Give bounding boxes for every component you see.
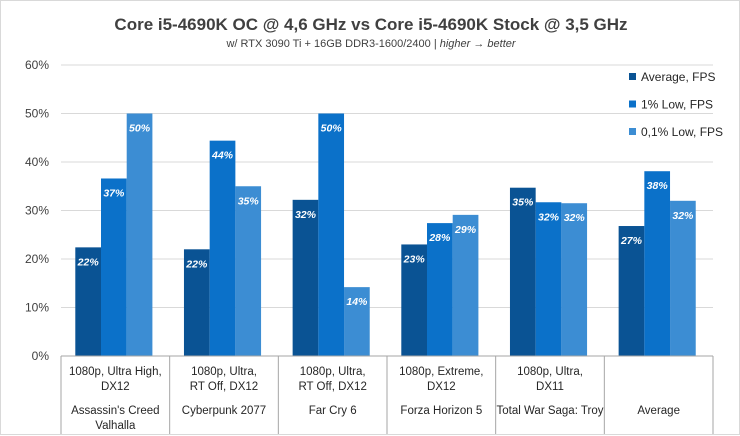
bar — [235, 186, 262, 356]
data-label: 37% — [103, 187, 125, 199]
y-tick-label: 60% — [25, 58, 49, 72]
category-game-label: Average — [637, 405, 680, 417]
category-setting-label: 1080p, Extreme, — [399, 366, 483, 378]
data-label: 22% — [185, 258, 208, 270]
data-label: 32% — [564, 212, 586, 224]
category-setting-label: 1080p, Ultra, — [300, 366, 366, 378]
bar — [401, 244, 427, 356]
bar — [644, 171, 671, 356]
chart-subtitle: w/ RTX 3090 Ti + 16GB DDR3-1600/2400 | h… — [225, 38, 516, 50]
bar — [344, 287, 370, 356]
category-setting-label: DX12 — [101, 381, 130, 393]
category-setting-label: 1080p, Ultra High, — [69, 366, 162, 378]
category-labels: 1080p, Ultra High, DX12 Assassin's Creed Va… — [69, 366, 680, 432]
data-label: 32% — [672, 210, 694, 222]
bar — [535, 202, 562, 356]
data-label: 50% — [321, 123, 343, 135]
legend-label: 0,1% Low, FPS — [641, 125, 723, 139]
data-label: 22% — [77, 256, 100, 268]
data-label: 35% — [512, 197, 534, 209]
category-setting-label: RT Off, DX12 — [298, 381, 366, 393]
bar — [509, 187, 536, 356]
data-label: 50% — [129, 123, 151, 135]
category-game-label: Valhalla — [95, 420, 136, 432]
bar — [209, 140, 236, 356]
bars — [75, 113, 696, 356]
data-label: 14% — [346, 296, 368, 308]
legend-swatch — [629, 100, 636, 108]
y-tick-label: 10% — [25, 301, 49, 315]
category-setting-label: 1080p, Ultra, — [191, 366, 257, 378]
bar — [101, 178, 127, 356]
data-label: 32% — [295, 209, 317, 221]
legend: Average, FPS 1% Low, FPS 0,1% Low, FPS — [629, 70, 723, 139]
data-label: 38% — [647, 180, 669, 192]
chart-subtitle-italic: higher → better — [440, 38, 517, 50]
chart-subtitle-main: w/ RTX 3090 Ti + 16GB DDR3-1600/2400 | — [225, 38, 439, 50]
legend-swatch — [629, 73, 636, 80]
category-setting-label: RT Off, DX12 — [190, 381, 258, 393]
category-game-label: Assassin's Creed — [71, 405, 159, 417]
category-setting-label: DX12 — [427, 381, 456, 393]
category-game-label: Forza Horizon 5 — [400, 405, 482, 417]
data-label: 29% — [454, 224, 477, 236]
chart-title: Core i5-4690K OC @ 4,6 GHz vs Core i5-46… — [114, 15, 627, 34]
bar — [126, 113, 153, 356]
data-label: 35% — [238, 195, 260, 207]
bar — [292, 199, 319, 356]
y-tick-label: 40% — [25, 155, 49, 169]
data-label: 27% — [620, 235, 643, 247]
bar — [183, 249, 210, 356]
bar — [452, 214, 479, 356]
gridlines — [61, 64, 713, 308]
y-axis-ticks: 0% 10% 20% 30% 40% 50% 60% — [25, 58, 49, 363]
data-label: 44% — [211, 150, 234, 162]
bar — [670, 200, 696, 356]
x-axis — [60, 355, 714, 434]
bar — [75, 247, 101, 356]
bar — [318, 113, 345, 356]
legend-label: Average, FPS — [641, 70, 715, 84]
category-setting-label: DX11 — [536, 381, 564, 393]
category-game-label: Total War Saga: Troy — [497, 405, 604, 417]
y-tick-label: 50% — [25, 107, 49, 121]
legend-swatch — [629, 128, 636, 135]
bar — [618, 226, 645, 356]
y-tick-label: 30% — [25, 204, 49, 218]
data-label: 23% — [403, 253, 426, 265]
data-label: 32% — [538, 211, 560, 223]
bar — [561, 203, 588, 356]
bar — [427, 223, 453, 356]
y-tick-label: 0% — [32, 349, 50, 363]
data-labels: 22% 37% 50% 22% 44% 35% 32% 50% 14% 23%28%29% 35% 3… — [77, 123, 694, 309]
category-game-label: Cyberpunk 2077 — [182, 405, 266, 417]
y-tick-label: 20% — [25, 252, 49, 266]
category-game-label: Far Cry 6 — [309, 405, 357, 417]
category-setting-label: 1080p, Ultra, — [517, 366, 583, 378]
data-label: 28% — [428, 232, 451, 244]
legend-label: 1% Low, FPS — [641, 98, 713, 112]
